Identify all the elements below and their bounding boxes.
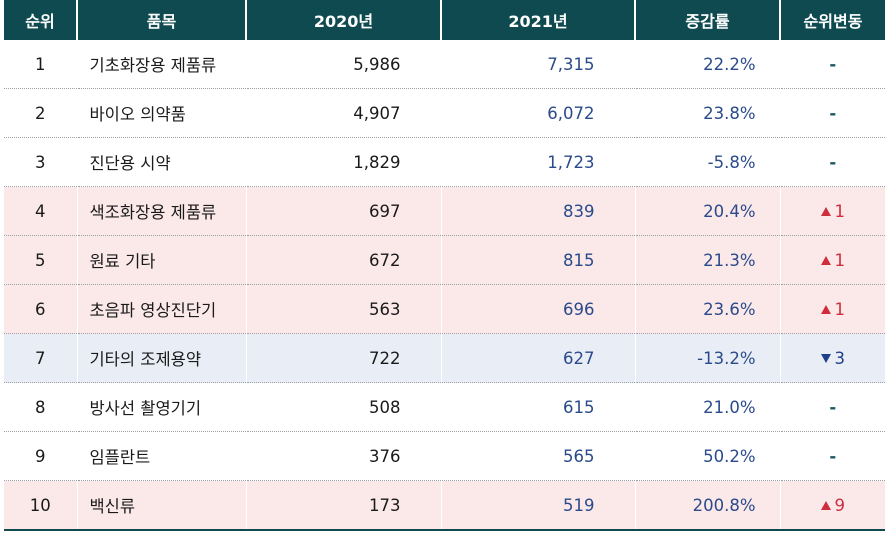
table-row[interactable]: 8 방사선 촬영기기 508 615 21.0% - [4, 382, 885, 432]
rank-cell: 5 [4, 235, 77, 285]
table-row[interactable]: 2 바이오 의약품 4,907 6,072 23.8% - [4, 88, 885, 138]
triangle-up-icon [820, 206, 831, 216]
table-header: 순위 품목 2020년 2021년 증감률 순위변동 [4, 0, 885, 40]
rank-change-cell: - [779, 431, 885, 481]
rank-change-cell: 1 [779, 186, 885, 236]
header-change[interactable]: 증감률 [635, 0, 781, 40]
rank-cell: 4 [4, 186, 77, 236]
change-rate-cell: -13.2% [635, 333, 780, 383]
change-rate-cell: 50.2% [635, 431, 780, 481]
header-item[interactable]: 품목 [77, 0, 247, 40]
value-2021-cell: 615 [440, 382, 636, 432]
rank-cell: 1 [4, 40, 77, 89]
change-rate-cell: 23.6% [635, 284, 780, 334]
value-2020-cell: 722 [246, 333, 441, 383]
table-row[interactable]: 5 원료 기타 672 815 21.3% 1 [4, 235, 885, 285]
item-cell: 백신류 [76, 480, 247, 531]
table-row[interactable]: 4 색조화장용 제품류 697 839 20.4% 1 [4, 186, 885, 236]
value-2020-cell: 672 [246, 235, 441, 285]
rank-change-value: 1 [834, 299, 846, 319]
table-row[interactable]: 9 임플란트 376 565 50.2% - [4, 431, 885, 481]
rank-cell: 10 [4, 480, 77, 531]
value-2020-cell: 563 [246, 284, 441, 334]
change-rate-cell: 200.8% [635, 480, 780, 531]
value-2020-cell: 697 [246, 186, 441, 236]
value-2021-cell: 839 [440, 186, 636, 236]
ranking-table: 순위 품목 2020년 2021년 증감률 순위변동 1 기초화장용 제품류 5,9… [4, 0, 885, 531]
change-rate-cell: 21.0% [635, 382, 780, 432]
triangle-down-icon [820, 353, 831, 363]
ranking-table-container: 순위 품목 2020년 2021년 증감률 순위변동 1 기초화장용 제품류 5,9… [4, 0, 885, 531]
value-2021-cell: 7,315 [440, 40, 636, 89]
value-2021-cell: 519 [440, 480, 636, 531]
header-rank[interactable]: 순위 [4, 0, 78, 40]
rank-change-cell: - [779, 88, 885, 138]
change-rate-cell: 22.2% [635, 40, 780, 89]
value-2021-cell: 6,072 [440, 88, 636, 138]
item-cell: 원료 기타 [76, 235, 247, 285]
no-change-dash: - [829, 446, 837, 466]
rank-cell: 8 [4, 382, 77, 432]
triangle-up-icon [820, 304, 831, 314]
rank-change-value: 3 [834, 348, 846, 368]
value-2020-cell: 5,986 [246, 40, 441, 89]
value-2021-cell: 696 [440, 284, 636, 334]
rank-cell: 6 [4, 284, 77, 334]
value-2021-cell: 565 [440, 431, 636, 481]
rank-change-value: 1 [834, 201, 846, 221]
value-2020-cell: 508 [246, 382, 441, 432]
header-2020[interactable]: 2020년 [246, 0, 442, 40]
triangle-up-icon [820, 255, 831, 265]
rank-change-cell: - [779, 382, 885, 432]
no-change-dash: - [829, 54, 837, 74]
rank-change-cell: - [779, 40, 885, 89]
value-2020-cell: 1,829 [246, 137, 441, 187]
item-cell: 초음파 영상진단기 [76, 284, 247, 334]
rank-cell: 2 [4, 88, 77, 138]
no-change-dash: - [829, 152, 837, 172]
change-rate-cell: 21.3% [635, 235, 780, 285]
rank-change-cell: - [779, 137, 885, 187]
table-row[interactable]: 3 진단용 시약 1,829 1,723 -5.8% - [4, 137, 885, 187]
header-2021[interactable]: 2021년 [441, 0, 636, 40]
change-rate-cell: -5.8% [635, 137, 780, 187]
rank-change-value: 1 [834, 250, 846, 270]
header-row: 순위 품목 2020년 2021년 증감률 순위변동 [4, 0, 885, 40]
item-cell: 기초화장용 제품류 [76, 40, 247, 89]
rank-change-cell: 9 [779, 480, 885, 531]
table-row[interactable]: 7 기타의 조제용약 722 627 -13.2% 3 [4, 333, 885, 383]
triangle-up-icon [820, 500, 831, 510]
item-cell: 기타의 조제용약 [76, 333, 247, 383]
item-cell: 색조화장용 제품류 [76, 186, 247, 236]
table-row[interactable]: 10 백신류 173 519 200.8% 9 [4, 480, 885, 531]
no-change-dash: - [829, 103, 837, 123]
item-cell: 진단용 시약 [76, 137, 247, 187]
table-body: 1 기초화장용 제품류 5,986 7,315 22.2% -2 바이오 의약품 4,907 6… [4, 40, 885, 531]
value-2020-cell: 376 [246, 431, 441, 481]
value-2021-cell: 815 [440, 235, 636, 285]
value-2021-cell: 627 [440, 333, 636, 383]
change-rate-cell: 20.4% [635, 186, 780, 236]
rank-cell: 9 [4, 431, 77, 481]
value-2020-cell: 4,907 [246, 88, 441, 138]
rank-change-value: 9 [834, 495, 846, 515]
table-row[interactable]: 6 초음파 영상진단기 563 696 23.6% 1 [4, 284, 885, 334]
table-row[interactable]: 1 기초화장용 제품류 5,986 7,315 22.2% - [4, 40, 885, 89]
value-2021-cell: 1,723 [440, 137, 636, 187]
rank-cell: 3 [4, 137, 77, 187]
item-cell: 임플란트 [76, 431, 247, 481]
no-change-dash: - [829, 397, 837, 417]
change-rate-cell: 23.8% [635, 88, 780, 138]
rank-change-cell: 1 [779, 235, 885, 285]
value-2020-cell: 173 [246, 480, 441, 531]
header-rank-change[interactable]: 순위변동 [780, 0, 885, 40]
rank-change-cell: 1 [779, 284, 885, 334]
rank-change-cell: 3 [779, 333, 885, 383]
rank-cell: 7 [4, 333, 77, 383]
item-cell: 바이오 의약품 [76, 88, 247, 138]
item-cell: 방사선 촬영기기 [76, 382, 247, 432]
